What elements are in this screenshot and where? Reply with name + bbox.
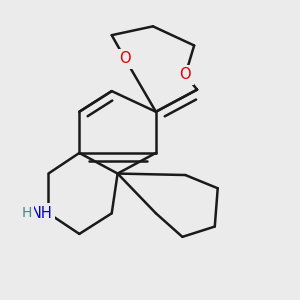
Text: O: O: [119, 51, 131, 66]
Text: NH: NH: [31, 206, 53, 221]
Text: H: H: [22, 206, 32, 220]
Text: O: O: [179, 68, 191, 82]
